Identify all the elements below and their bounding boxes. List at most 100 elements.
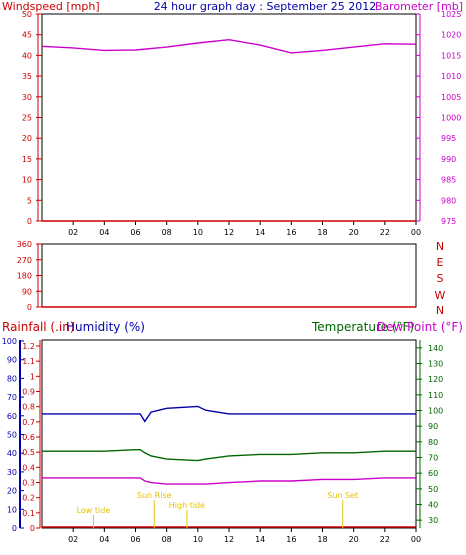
barometer-series [41, 38, 417, 54]
rainfall-ytick-label: 0.9 [22, 388, 35, 397]
climate-panel-xtick-label: 16 [286, 535, 296, 544]
humidity-ytick-label: 60 [7, 412, 17, 421]
baro-ytick-label: 1000 [441, 114, 461, 123]
climate-panel-xtick-label: 10 [193, 535, 203, 544]
wind-panel-xtick-label: 12 [224, 228, 234, 237]
temperature-ytick-label: 110 [428, 391, 443, 400]
temperature-ytick-label: 120 [428, 375, 443, 384]
dewpoint-series [42, 477, 416, 485]
humidity-ytick-label: 0 [12, 524, 17, 533]
rainfall-ytick-label: 1.2 [22, 342, 35, 351]
wind-panel-xtick-label: 16 [286, 228, 296, 237]
rainfall-label: Rainfall (.in) [2, 320, 75, 334]
baro-ytick-label: 975 [441, 217, 456, 226]
humidity-ytick-label: 100 [2, 337, 17, 346]
humidity-ytick-label: 30 [7, 468, 17, 477]
temperature-ytick-label: 90 [428, 422, 438, 431]
climate-panel-xtick-label: 02 [68, 535, 78, 544]
wind-panel-xtick-label: 00 [411, 228, 421, 237]
humidity-ytick-label: 20 [7, 487, 17, 496]
compass-label: S [437, 272, 444, 285]
rainfall-ytick-label: 0.7 [22, 418, 35, 427]
humidity-ytick-label: 50 [7, 431, 17, 440]
direction-panel-frame [41, 243, 417, 308]
graph-title: 24 hour graph day : September 25 2012 [154, 0, 377, 13]
baro-ytick-label: 1020 [441, 31, 461, 40]
wind-ytick-label: 45 [22, 31, 32, 40]
climate-panel-xtick-label: 12 [224, 535, 234, 544]
wind-ytick-label: 15 [22, 155, 32, 164]
rainfall-ytick-label: 1 [30, 372, 35, 381]
climate-panel-xtick-label: 08 [162, 535, 172, 544]
climate-panel-frame [41, 339, 417, 529]
wind-panel-xtick-label: 02 [68, 228, 78, 237]
wind-panel-xtick-label: 10 [193, 228, 203, 237]
temperature-ytick-label: 40 [428, 501, 438, 510]
annotation-label: Sun Rise [137, 491, 172, 500]
temperature-ytick-label: 50 [428, 485, 438, 494]
wind-panel-frame [41, 13, 417, 222]
humidity-ytick-label: 90 [7, 356, 17, 365]
climate-panel-xtick-label: 18 [317, 535, 327, 544]
temperature-ytick-label: 30 [428, 516, 438, 525]
compass-label: N [436, 304, 444, 317]
humidity-ytick-label: 70 [7, 393, 17, 402]
wind-panel-xtick-label: 20 [349, 228, 359, 237]
wind-panel-xtick-label: 06 [130, 228, 140, 237]
direction-ytick-label: 180 [17, 272, 32, 281]
climate-panel-xtick-label: 00 [411, 535, 421, 544]
compass-label: N [436, 240, 444, 253]
annotation-label: High tide [169, 501, 205, 510]
climate-panel-xtick-label: 20 [349, 535, 359, 544]
wind-ytick-label: 10 [22, 176, 32, 185]
barometer-label: Barometer [mb] [375, 0, 463, 13]
dewpoint-label: Dew Point (°F) [377, 320, 463, 334]
direction-ytick-label: 270 [17, 256, 32, 265]
direction-ytick-label: 90 [22, 287, 32, 296]
wind-ytick-label: 30 [22, 93, 32, 102]
baro-ytick-label: 995 [441, 134, 456, 143]
wind-ytick-label: 25 [22, 114, 32, 123]
rainfall-ytick-label: 0.2 [22, 494, 35, 503]
wind-ytick-label: 40 [22, 51, 32, 60]
baro-ytick-label: 985 [441, 176, 456, 185]
temperature-label: Temperature (°F) [311, 320, 414, 334]
rainfall-ytick-label: 0.1 [22, 509, 35, 518]
climate-panel-xtick-label: 06 [130, 535, 140, 544]
baro-ytick-label: 1010 [441, 72, 461, 81]
baro-ytick-label: 1015 [441, 51, 461, 60]
rainfall-ytick-label: 0.5 [22, 448, 35, 457]
temperature-series [42, 449, 416, 462]
wind-ytick-label: 0 [27, 217, 32, 226]
humidity-ytick-label: 40 [7, 449, 17, 458]
baro-ytick-label: 1025 [441, 10, 461, 19]
rainfall-ytick-label: 0.3 [22, 479, 35, 488]
rainfall-ytick-label: 1.1 [22, 357, 35, 366]
annotation-label: Sun Set [327, 491, 358, 500]
wind-panel-xtick-label: 08 [162, 228, 172, 237]
climate-panel-xtick-label: 14 [255, 535, 265, 544]
temperature-ytick-label: 100 [428, 407, 443, 416]
direction-ytick-label: 360 [17, 240, 32, 249]
wind-panel-xtick-label: 04 [99, 228, 109, 237]
temperature-ytick-label: 60 [428, 469, 438, 478]
rainfall-ytick-label: 0.4 [22, 463, 35, 472]
rainfall-ytick-label: 0.8 [22, 403, 35, 412]
annotation-label: Low tide [77, 506, 111, 515]
compass-label: E [437, 256, 444, 269]
wind-ytick-label: 20 [22, 134, 32, 143]
humidity-ytick-label: 80 [7, 374, 17, 383]
humidity-ytick-label: 10 [7, 505, 17, 514]
baro-ytick-label: 990 [441, 155, 456, 164]
humidity-label: Humidity (%) [66, 320, 145, 334]
wind-panel-xtick-label: 22 [380, 228, 390, 237]
windspeed-label: Windspeed [mph] [2, 0, 100, 13]
temperature-ytick-label: 130 [428, 360, 443, 369]
wind-panel-xtick-label: 14 [255, 228, 265, 237]
wind-ytick-label: 35 [22, 72, 32, 81]
temperature-ytick-label: 80 [428, 438, 438, 447]
climate-panel-xtick-label: 04 [99, 535, 109, 544]
temperature-ytick-label: 70 [428, 454, 438, 463]
